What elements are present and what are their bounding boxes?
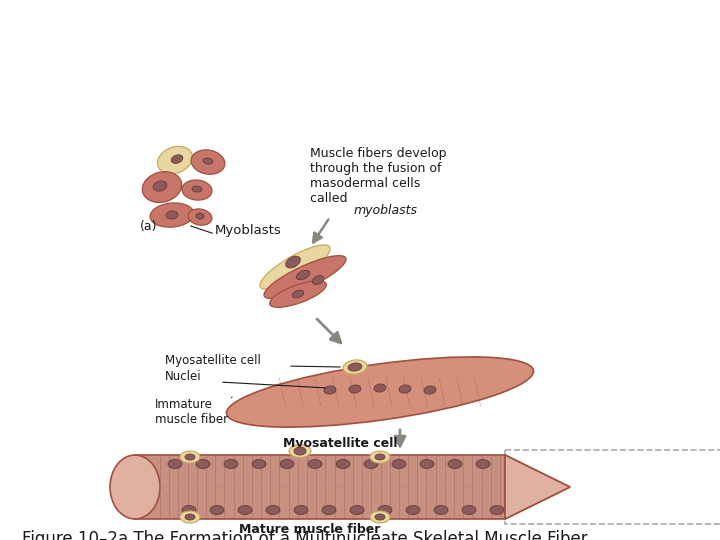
Ellipse shape (399, 385, 411, 393)
Ellipse shape (270, 281, 326, 307)
Ellipse shape (185, 454, 195, 460)
Ellipse shape (378, 505, 392, 515)
Ellipse shape (158, 146, 192, 174)
Ellipse shape (490, 505, 504, 515)
Ellipse shape (350, 505, 364, 515)
Ellipse shape (289, 444, 311, 457)
Ellipse shape (348, 363, 362, 371)
Ellipse shape (312, 275, 324, 285)
Ellipse shape (252, 460, 266, 469)
Ellipse shape (294, 505, 308, 515)
Ellipse shape (294, 447, 306, 455)
Ellipse shape (308, 460, 322, 469)
Text: (a): (a) (140, 220, 158, 233)
Ellipse shape (280, 460, 294, 469)
Text: Skeletal Muscle Fibers: Skeletal Muscle Fibers (134, 16, 586, 53)
Ellipse shape (143, 172, 181, 202)
Ellipse shape (168, 460, 182, 469)
Text: Mature muscle fiber: Mature muscle fiber (239, 523, 381, 536)
Ellipse shape (238, 505, 252, 515)
Ellipse shape (370, 451, 390, 463)
Text: Figure 10–2a The Formation of a Multinucleate Skeletal Muscle Fiber.: Figure 10–2a The Formation of a Multinuc… (22, 530, 591, 540)
Ellipse shape (150, 203, 194, 227)
Text: Immature
muscle fiber: Immature muscle fiber (155, 398, 228, 426)
Ellipse shape (196, 460, 210, 469)
Ellipse shape (166, 211, 178, 219)
Ellipse shape (188, 209, 212, 225)
Ellipse shape (476, 460, 490, 469)
Ellipse shape (349, 385, 361, 393)
Ellipse shape (185, 514, 195, 520)
Ellipse shape (203, 158, 213, 164)
Ellipse shape (324, 386, 336, 394)
Polygon shape (505, 455, 570, 519)
Ellipse shape (191, 150, 225, 174)
Ellipse shape (264, 255, 346, 299)
Ellipse shape (343, 360, 367, 374)
Ellipse shape (210, 505, 224, 515)
Ellipse shape (110, 455, 160, 519)
Ellipse shape (180, 511, 200, 523)
Ellipse shape (292, 290, 304, 298)
Ellipse shape (375, 454, 385, 460)
Ellipse shape (375, 514, 385, 520)
Bar (135, 455, 505, 519)
Text: Nuclei: Nuclei (165, 370, 202, 383)
Text: Myoblasts: Myoblasts (215, 224, 282, 237)
Ellipse shape (171, 155, 183, 164)
Ellipse shape (153, 181, 167, 191)
Ellipse shape (180, 451, 200, 463)
Ellipse shape (392, 460, 406, 469)
Text: myoblasts: myoblasts (354, 204, 418, 217)
Ellipse shape (286, 256, 300, 268)
Ellipse shape (182, 180, 212, 200)
Ellipse shape (260, 245, 330, 289)
Ellipse shape (406, 505, 420, 515)
Ellipse shape (224, 460, 238, 469)
Text: Muscle fibers develop
through the fusion of
masodermal cells
called: Muscle fibers develop through the fusion… (310, 147, 446, 205)
Ellipse shape (420, 460, 434, 469)
Ellipse shape (434, 505, 448, 515)
Ellipse shape (336, 460, 350, 469)
Text: Myosatellite cell: Myosatellite cell (283, 437, 397, 450)
Ellipse shape (192, 186, 202, 192)
Ellipse shape (370, 511, 390, 523)
Ellipse shape (448, 460, 462, 469)
Ellipse shape (424, 386, 436, 394)
Ellipse shape (266, 505, 280, 515)
Ellipse shape (462, 505, 476, 515)
Ellipse shape (322, 505, 336, 515)
Ellipse shape (374, 384, 386, 392)
Polygon shape (505, 455, 570, 519)
Ellipse shape (297, 271, 310, 280)
Text: Myosatellite cell: Myosatellite cell (165, 354, 261, 367)
Ellipse shape (196, 213, 204, 219)
Ellipse shape (182, 505, 196, 515)
Bar (505, 450, 720, 524)
Ellipse shape (227, 357, 534, 427)
Ellipse shape (364, 460, 378, 469)
